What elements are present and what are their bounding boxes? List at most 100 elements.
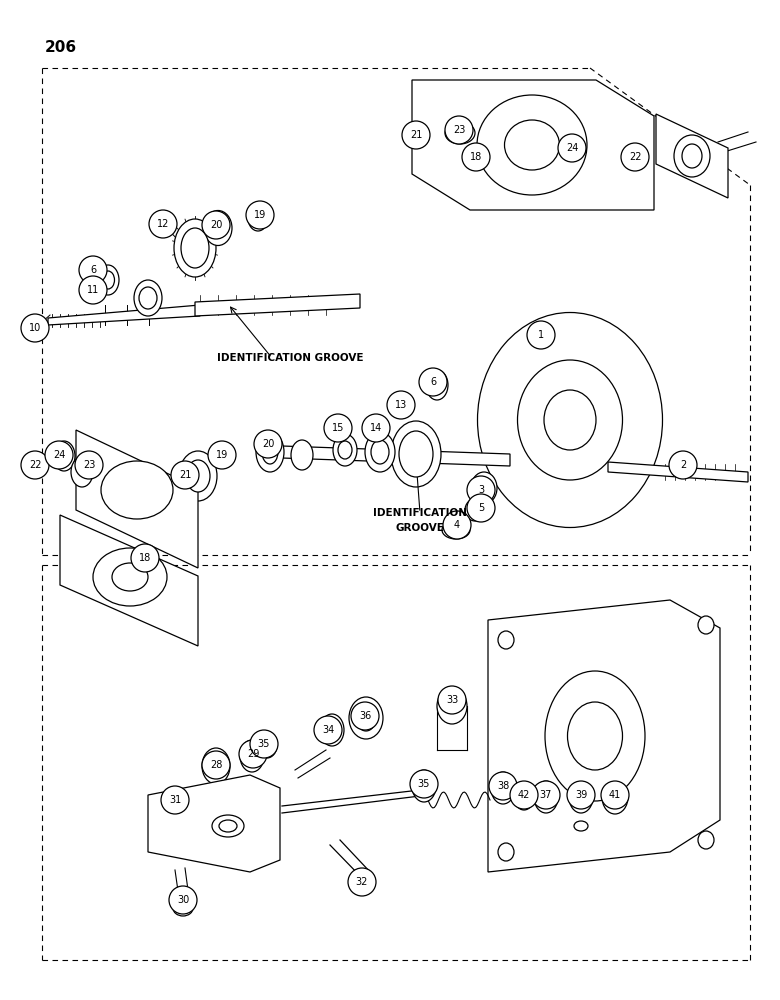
Ellipse shape: [240, 740, 264, 772]
Circle shape: [75, 451, 103, 479]
Text: 3: 3: [478, 485, 484, 495]
Ellipse shape: [498, 843, 514, 861]
Polygon shape: [48, 305, 200, 325]
Circle shape: [208, 441, 236, 469]
Polygon shape: [488, 600, 720, 872]
Text: 22: 22: [29, 460, 41, 470]
Ellipse shape: [210, 218, 226, 238]
Circle shape: [510, 781, 538, 809]
Ellipse shape: [569, 781, 593, 813]
Ellipse shape: [505, 120, 559, 170]
Ellipse shape: [534, 781, 558, 813]
Text: 10: 10: [29, 323, 41, 333]
Ellipse shape: [365, 432, 395, 472]
Ellipse shape: [517, 360, 622, 480]
Text: 18: 18: [470, 152, 482, 162]
Ellipse shape: [208, 756, 224, 776]
Ellipse shape: [544, 390, 596, 450]
Polygon shape: [148, 775, 280, 872]
Ellipse shape: [325, 721, 339, 739]
Ellipse shape: [407, 130, 429, 146]
Polygon shape: [656, 114, 728, 198]
Ellipse shape: [101, 461, 173, 519]
Circle shape: [324, 414, 352, 442]
Ellipse shape: [674, 135, 710, 177]
Text: 21: 21: [410, 130, 422, 140]
Ellipse shape: [219, 820, 237, 832]
Text: 30: 30: [177, 895, 189, 905]
Text: IDENTIFICATION: IDENTIFICATION: [373, 508, 467, 518]
Ellipse shape: [186, 460, 210, 492]
Text: 19: 19: [216, 450, 228, 460]
Ellipse shape: [682, 144, 702, 168]
Text: 6: 6: [90, 265, 96, 275]
Ellipse shape: [93, 548, 167, 606]
Circle shape: [567, 781, 595, 809]
Circle shape: [402, 121, 430, 149]
Ellipse shape: [477, 312, 662, 528]
Circle shape: [254, 430, 282, 458]
Circle shape: [169, 886, 197, 914]
Circle shape: [149, 210, 177, 238]
Ellipse shape: [698, 616, 714, 634]
Text: GROOVE: GROOVE: [395, 523, 445, 533]
Polygon shape: [60, 515, 198, 646]
Text: 11: 11: [87, 285, 99, 295]
Text: 36: 36: [359, 711, 371, 721]
Circle shape: [532, 781, 560, 809]
Circle shape: [348, 868, 376, 896]
Text: 42: 42: [518, 790, 530, 800]
Text: 24: 24: [566, 143, 578, 153]
Circle shape: [21, 314, 49, 342]
Circle shape: [489, 772, 517, 800]
Ellipse shape: [172, 893, 194, 911]
Circle shape: [527, 321, 555, 349]
Circle shape: [131, 544, 159, 572]
Text: 22: 22: [629, 152, 641, 162]
Ellipse shape: [514, 784, 534, 810]
Text: 24: 24: [53, 450, 66, 460]
Circle shape: [202, 211, 230, 239]
Polygon shape: [608, 462, 748, 482]
Ellipse shape: [58, 448, 70, 464]
Ellipse shape: [445, 122, 475, 144]
Ellipse shape: [320, 714, 344, 746]
Text: 35: 35: [258, 739, 270, 749]
Circle shape: [387, 391, 415, 419]
Circle shape: [45, 441, 73, 469]
Text: 37: 37: [540, 790, 552, 800]
Ellipse shape: [568, 702, 622, 770]
Ellipse shape: [291, 440, 313, 470]
Ellipse shape: [371, 440, 389, 464]
Ellipse shape: [602, 780, 628, 814]
Polygon shape: [195, 294, 360, 316]
Text: 35: 35: [418, 779, 431, 789]
Ellipse shape: [465, 499, 485, 521]
Ellipse shape: [202, 748, 230, 784]
Ellipse shape: [101, 271, 115, 289]
Text: 38: 38: [497, 781, 509, 791]
Circle shape: [239, 740, 267, 768]
Text: 206: 206: [45, 40, 77, 55]
Text: 41: 41: [609, 790, 621, 800]
Ellipse shape: [545, 671, 645, 801]
Circle shape: [558, 134, 586, 162]
Circle shape: [79, 256, 107, 284]
Circle shape: [443, 511, 471, 539]
Circle shape: [202, 751, 230, 779]
Circle shape: [445, 116, 473, 144]
Text: 14: 14: [370, 423, 382, 433]
Text: 18: 18: [139, 553, 151, 563]
Circle shape: [467, 494, 495, 522]
Circle shape: [467, 476, 495, 504]
Text: 34: 34: [322, 725, 334, 735]
Text: 39: 39: [575, 790, 587, 800]
Ellipse shape: [391, 421, 441, 487]
Polygon shape: [282, 446, 510, 466]
Ellipse shape: [426, 370, 448, 400]
Text: 28: 28: [210, 760, 222, 770]
Ellipse shape: [53, 441, 75, 471]
Ellipse shape: [173, 900, 193, 916]
Ellipse shape: [179, 451, 217, 501]
Ellipse shape: [574, 821, 588, 831]
